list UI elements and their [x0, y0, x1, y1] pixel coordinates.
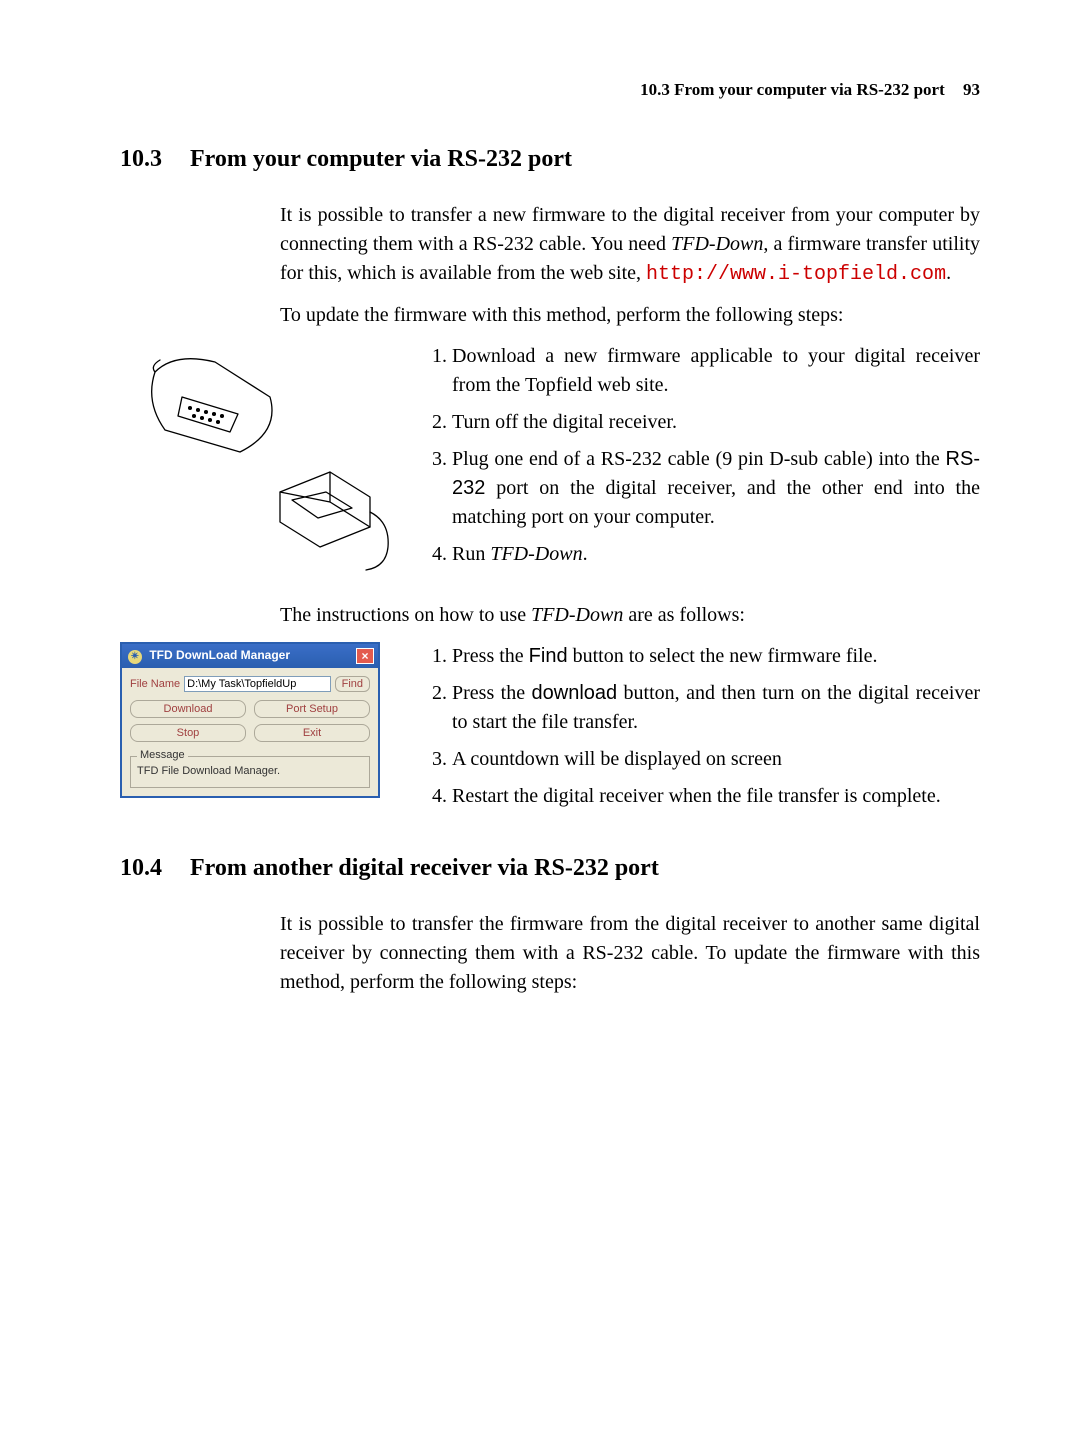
tfd-down-name: TFD-Down [671, 233, 763, 255]
section-title: From your computer via RS-232 port [190, 146, 572, 172]
port-setup-button[interactable]: Port Setup [254, 700, 370, 718]
running-header: 10.3 From your computer via RS-232 port … [120, 80, 980, 100]
find-button[interactable]: Find [335, 676, 370, 692]
text: button to select the new firmware file. [568, 645, 878, 667]
section-number: 10.3 [120, 146, 162, 172]
text: are as follows: [623, 604, 745, 626]
message-text: TFD File Download Manager. [137, 765, 363, 777]
tfd-title-text: TFD DownLoad Manager [149, 648, 290, 662]
paragraph: It is possible to transfer a new firmwar… [280, 201, 980, 289]
text: . [946, 262, 951, 284]
tfd-body: File Name Find Download Port Setup Stop … [122, 668, 378, 796]
tfd-down-name: TFD-Down [531, 604, 623, 626]
rs232-cable-icon [120, 342, 400, 582]
tfd-down-instructions-intro: The instructions on how to use TFD-Down … [280, 601, 980, 630]
steps-list-2: Press the Find button to select the new … [424, 642, 980, 819]
text: port on the digital receiver, and the ot… [452, 477, 980, 528]
step-3: A countdown will be displayed on screen [452, 745, 980, 774]
download-button[interactable]: Download [130, 700, 246, 718]
step-4: Run TFD-Down. [452, 540, 980, 569]
paragraph: To update the firmware with this method,… [280, 301, 980, 330]
file-name-row: File Name Find [130, 676, 370, 692]
section-10-3-heading: 10.3 From your computer via RS-232 port [120, 146, 980, 173]
message-box: Message TFD File Download Manager. [130, 756, 370, 788]
step-1: Download a new firmware applicable to yo… [452, 342, 980, 400]
text: . [583, 543, 588, 565]
running-head-text: 10.3 From your computer via RS-232 port [640, 80, 945, 99]
paragraph: It is possible to transfer the firmware … [280, 910, 980, 997]
section-title: From another digital receiver via RS-232… [190, 855, 659, 881]
page-number: 93 [963, 80, 980, 99]
figure-steps-block-1: Download a new firmware applicable to yo… [120, 342, 980, 587]
text: The instructions on how to use [280, 604, 531, 626]
button-row-2: Stop Exit [130, 724, 370, 742]
topfield-url: http://www.i-topfield.com [646, 263, 946, 286]
figure-steps-block-2: ✴ TFD DownLoad Manager × File Name Find … [120, 642, 980, 819]
tfd-title-group: ✴ TFD DownLoad Manager [128, 648, 290, 664]
tfd-window: ✴ TFD DownLoad Manager × File Name Find … [120, 642, 380, 798]
section-10-4-heading: 10.4 From another digital receiver via R… [120, 855, 980, 882]
section-number: 10.4 [120, 855, 162, 881]
steps-list-1: Download a new firmware applicable to yo… [424, 342, 980, 577]
rs232-connector-figure [120, 342, 400, 587]
tfd-screenshot-figure: ✴ TFD DownLoad Manager × File Name Find … [120, 642, 400, 798]
text: Plug one end of a RS-232 cable (9 pin D-… [452, 448, 946, 470]
stop-button[interactable]: Stop [130, 724, 246, 742]
step-1: Press the Find button to select the new … [452, 642, 980, 671]
step-2: Turn off the digital receiver. [452, 408, 980, 437]
step-4: Restart the digital receiver when the fi… [452, 782, 980, 811]
paragraph: The instructions on how to use TFD-Down … [280, 601, 980, 630]
step-2: Press the download button, and then turn… [452, 679, 980, 737]
tfd-titlebar: ✴ TFD DownLoad Manager × [122, 644, 378, 668]
text: Press the [452, 682, 532, 704]
download-label: download [532, 682, 618, 704]
message-label: Message [137, 749, 188, 761]
close-icon[interactable]: × [356, 648, 374, 664]
find-label: Find [529, 645, 568, 667]
step-3: Plug one end of a RS-232 cable (9 pin D-… [452, 445, 980, 532]
tfd-app-icon: ✴ [128, 650, 142, 664]
section-10-3-body: It is possible to transfer a new firmwar… [280, 201, 980, 330]
file-name-input[interactable] [184, 676, 330, 692]
text: Press the [452, 645, 529, 667]
text: Run [452, 543, 490, 565]
file-name-label: File Name [130, 678, 180, 690]
section-10-4-body: It is possible to transfer the firmware … [280, 910, 980, 997]
button-row-1: Download Port Setup [130, 700, 370, 718]
exit-button[interactable]: Exit [254, 724, 370, 742]
tfd-down-name: TFD-Down [490, 543, 582, 565]
